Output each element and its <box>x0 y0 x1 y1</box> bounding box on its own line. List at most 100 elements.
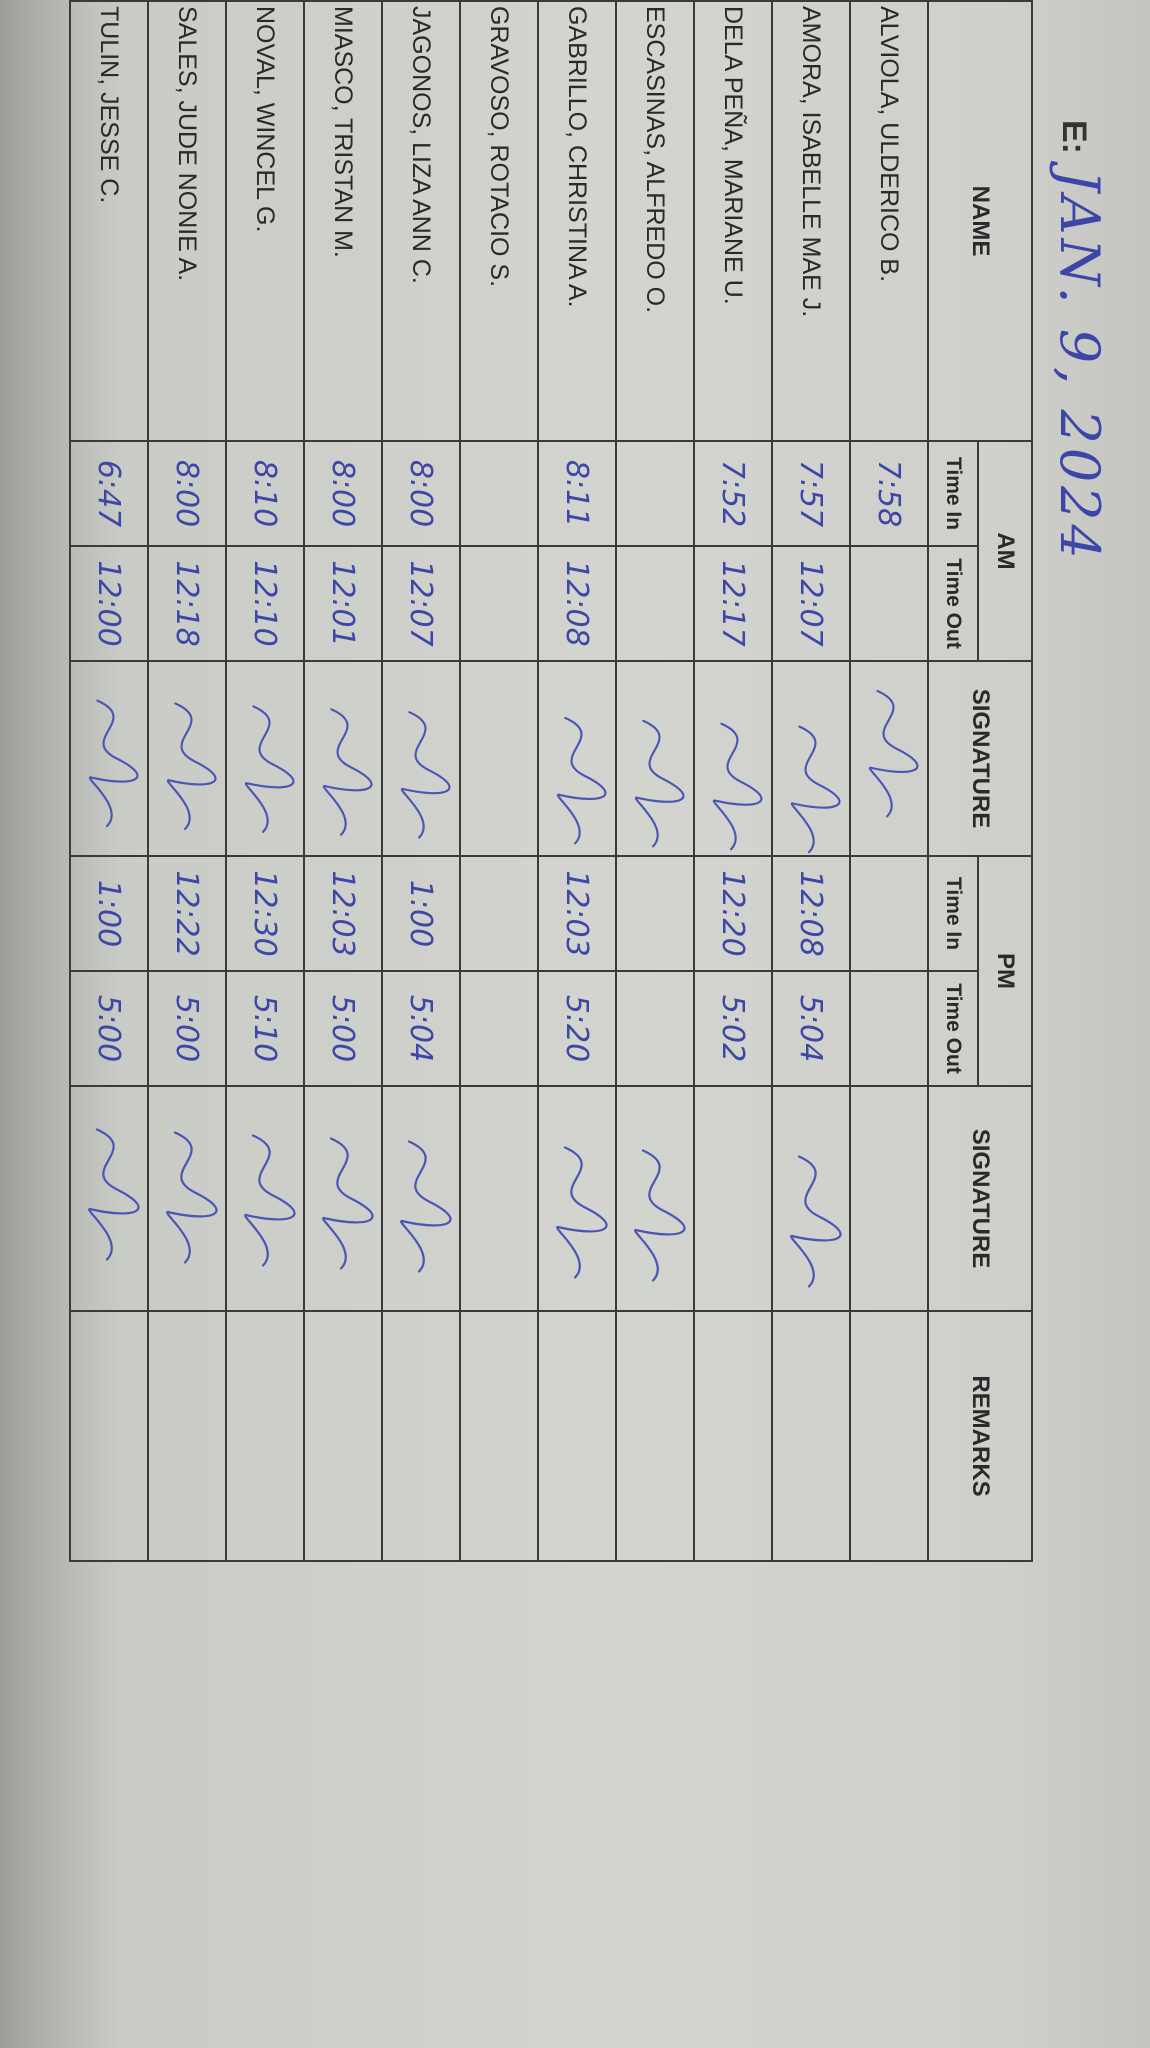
am-time-out: 12:07 <box>772 546 850 661</box>
signature-scribble-icon <box>166 1131 218 1264</box>
am-signature <box>850 661 928 856</box>
am-time-out: 12:08 <box>538 546 616 661</box>
pm-time-out <box>460 971 538 1086</box>
pm-time-in: 12:03 <box>538 856 616 971</box>
table-row: SALES, JUDE NONIE A. 8:00 12:18 12:22 5:00 <box>148 1 226 1561</box>
employee-name: JAGONOS, LIZA ANN C. <box>382 1 460 441</box>
signature-scribble-icon <box>713 722 763 851</box>
pm-time-in <box>616 856 694 971</box>
am-header: AM <box>978 441 1032 661</box>
table-row: DELA PEÑA, MARIANE U. 7:52 12:17 12:20 5:02 <box>694 1 772 1561</box>
am-time-in: 8:00 <box>148 441 226 546</box>
pm-signature <box>70 1086 148 1311</box>
am-signature <box>616 661 694 856</box>
am-time-out: 12:18 <box>148 546 226 661</box>
am-signature <box>772 661 850 856</box>
pm-time-out: 5:04 <box>772 971 850 1086</box>
signature-scribble-icon <box>167 702 217 831</box>
employee-name: SALES, JUDE NONIE A. <box>148 1 226 441</box>
am-time-out: 12:01 <box>304 546 382 661</box>
pm-time-in: 1:00 <box>70 856 148 971</box>
signature-scribble-icon <box>556 1146 608 1279</box>
am-signature <box>70 661 148 856</box>
employee-name: GABRILLO, CHRISTINA A. <box>538 1 616 441</box>
table-row: TULIN, JESSE C. 6:47 12:00 1:00 5:00 <box>70 1 148 1561</box>
pm-signature <box>304 1086 382 1311</box>
pm-time-out-header: Time Out <box>928 971 978 1086</box>
pm-time-in: 12:30 <box>226 856 304 971</box>
am-time-in <box>460 441 538 546</box>
remarks-header: REMARKS <box>928 1311 1032 1561</box>
am-signature <box>460 661 538 856</box>
signature-scribble-icon <box>245 705 295 833</box>
am-time-in-header: Time In <box>928 441 978 546</box>
employee-name: TULIN, JESSE C. <box>70 1 148 441</box>
employee-name: ALVIOLA, ULDERICO B. <box>850 1 928 441</box>
am-time-out <box>850 546 928 661</box>
pm-time-out: 5:10 <box>226 971 304 1086</box>
pm-time-in <box>460 856 538 971</box>
date-label: E: <box>1055 120 1093 154</box>
am-signature <box>694 661 772 856</box>
am-time-in: 6:47 <box>70 441 148 546</box>
am-signature-header: SIGNATURE <box>928 661 1032 856</box>
table-row: AMORA, ISABELLE MAE J. 7:57 12:07 12:08 5:04 <box>772 1 850 1561</box>
signature-scribble-icon <box>634 1149 686 1282</box>
am-time-in: 8:11 <box>538 441 616 546</box>
pm-time-in: 12:03 <box>304 856 382 971</box>
pm-signature <box>226 1086 304 1311</box>
am-time-out: 12:17 <box>694 546 772 661</box>
pm-time-out <box>850 971 928 1086</box>
pm-time-in: 12:08 <box>772 856 850 971</box>
remarks-cell <box>616 1311 694 1561</box>
signature-scribble-icon <box>322 1137 374 1270</box>
attendance-sheet: E: JAN. 9, 2024 NAME AM SIGNATURE PM SIG… <box>70 0 1111 2040</box>
pm-time-out: 5:04 <box>382 971 460 1086</box>
pm-time-out: 5:20 <box>538 971 616 1086</box>
remarks-cell <box>148 1311 226 1561</box>
signature-scribble-icon <box>557 716 607 845</box>
pm-time-in: 12:22 <box>148 856 226 971</box>
pm-time-in <box>850 856 928 971</box>
am-time-in: 7:58 <box>850 441 928 546</box>
am-signature <box>226 661 304 856</box>
pm-time-in: 12:20 <box>694 856 772 971</box>
table-row: NOVAL, WINCEL G. 8:10 12:10 12:30 5:10 <box>226 1 304 1561</box>
attendance-table: NAME AM SIGNATURE PM SIGNATURE REMARKS T… <box>69 0 1033 1562</box>
table-row: ALVIOLA, ULDERICO B. 7:58 <box>850 1 928 1561</box>
remarks-cell <box>70 1311 148 1561</box>
pm-time-out: 5:02 <box>694 971 772 1086</box>
table-row: ESCASINAS, ALFREDO O. <box>616 1 694 1561</box>
signature-scribble-icon <box>401 711 451 839</box>
am-time-out <box>460 546 538 661</box>
pm-time-out: 5:00 <box>304 971 382 1086</box>
pm-signature <box>850 1086 928 1311</box>
employee-name: MIASCO, TRISTAN M. <box>304 1 382 441</box>
signature-scribble-icon <box>323 708 373 836</box>
employee-name: NOVAL, WINCEL G. <box>226 1 304 441</box>
pm-signature <box>382 1086 460 1311</box>
table-row: MIASCO, TRISTAN M. 8:00 12:01 12:03 5:00 <box>304 1 382 1561</box>
employee-name: ESCASINAS, ALFREDO O. <box>616 1 694 441</box>
remarks-cell <box>382 1311 460 1561</box>
pm-signature <box>148 1086 226 1311</box>
pm-header: PM <box>978 856 1032 1086</box>
pm-signature <box>616 1086 694 1311</box>
pm-time-out <box>616 971 694 1086</box>
remarks-cell <box>226 1311 304 1561</box>
signature-scribble-icon <box>869 689 919 818</box>
pm-time-in: 1:00 <box>382 856 460 971</box>
remarks-cell <box>772 1311 850 1561</box>
pm-signature-header: SIGNATURE <box>928 1086 1032 1311</box>
pm-signature <box>460 1086 538 1311</box>
pm-signature <box>538 1086 616 1311</box>
am-time-out <box>616 546 694 661</box>
am-time-in: 8:00 <box>382 441 460 546</box>
am-signature <box>304 661 382 856</box>
am-time-in: 7:52 <box>694 441 772 546</box>
employee-name: AMORA, ISABELLE MAE J. <box>772 1 850 441</box>
signature-scribble-icon <box>88 1128 140 1261</box>
remarks-cell <box>304 1311 382 1561</box>
employee-name: GRAVOSO, ROTACIO S. <box>460 1 538 441</box>
am-signature <box>148 661 226 856</box>
